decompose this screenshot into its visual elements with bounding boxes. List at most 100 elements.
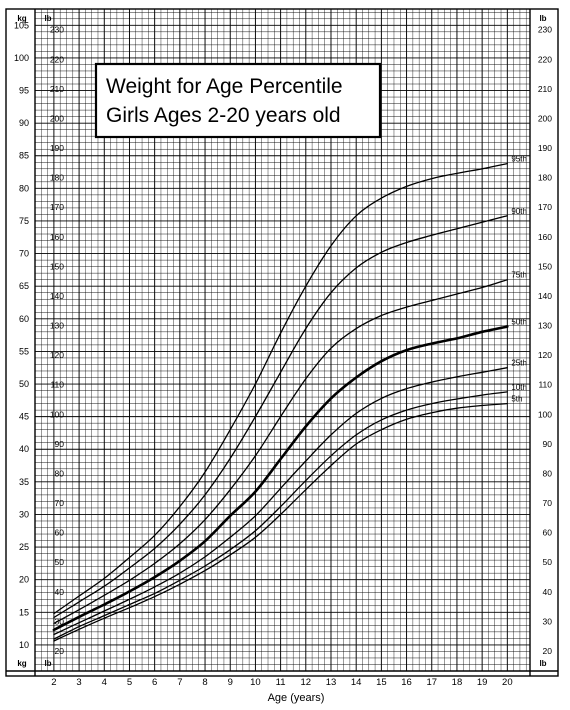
y-lb-tick-label-right: 140 [538, 291, 552, 301]
percentile-curve-90th [53, 215, 508, 619]
y-lb-tick-label-right: 90 [543, 439, 553, 449]
y-unit-lb-top-right: lb [539, 14, 546, 23]
y-kg-tick-label: 95 [19, 86, 29, 96]
percentile-label-50th: 50th [511, 318, 527, 327]
y-unit-lb-bottom-left: lb [44, 659, 51, 668]
y-kg-tick-label: 25 [19, 542, 29, 552]
y-lb-tick-label-right: 120 [538, 350, 552, 360]
y-lb-tick-label-left: 200 [50, 113, 64, 123]
y-lb-tick-label-left: 140 [50, 291, 64, 301]
y-kg-tick-label: 55 [19, 346, 29, 356]
y-lb-tick-label-left: 100 [50, 409, 64, 419]
x-tick-label: 17 [426, 677, 437, 688]
y-lb-tick-label-right: 20 [543, 646, 553, 656]
y-lb-tick-label-right: 110 [538, 380, 552, 390]
y-kg-tick-label: 70 [19, 249, 29, 259]
y-lb-tick-label-right: 220 [538, 54, 552, 64]
y-lb-tick-label-left: 90 [55, 439, 65, 449]
y-kg-tick-label: 35 [19, 477, 29, 487]
y-lb-tick-label-right: 100 [538, 409, 552, 419]
y-lb-tick-label-right: 70 [543, 498, 553, 508]
y-lb-tick-label-right: 60 [543, 528, 553, 538]
y-lb-tick-label-right: 170 [538, 202, 552, 212]
percentile-curve-50th [52, 325, 509, 632]
percentile-curve-95th [53, 162, 508, 615]
y-lb-tick-label-left: 110 [50, 380, 64, 390]
x-tick-label: 12 [301, 677, 312, 688]
y-lb-tick-label-right: 150 [538, 261, 552, 271]
x-tick-label: 8 [202, 677, 207, 688]
percentile-label-10th: 10th [511, 383, 527, 392]
chart-subtitle: Girls Ages 2-20 years old [106, 104, 341, 127]
y-kg-tick-label: 85 [19, 151, 29, 161]
x-tick-label: 15 [376, 677, 387, 688]
percentile-curve-75th [53, 279, 508, 625]
y-lb-tick-label-left: 190 [50, 143, 64, 153]
y-lb-tick-label-left: 20 [55, 646, 65, 656]
y-lb-tick-label-left: 30 [55, 616, 65, 626]
y-lb-tick-label-right: 200 [538, 113, 552, 123]
y-unit-lb-top-left: lb [44, 14, 51, 23]
axis-labels: 1015202530354045505560657075808590951001… [14, 20, 552, 688]
title-box: Weight for Age Percentile Girls Ages 2-2… [94, 62, 382, 139]
y-lb-tick-label-right: 210 [538, 84, 552, 94]
x-axis-label: Age (years) [268, 692, 325, 704]
y-lb-tick-label-left: 40 [55, 587, 65, 597]
x-tick-label: 4 [102, 677, 107, 688]
percentile-curve-25th [53, 367, 508, 636]
x-tick-label: 13 [326, 677, 337, 688]
x-tick-label: 7 [177, 677, 182, 688]
y-lb-tick-label-left: 60 [55, 528, 65, 538]
x-tick-label: 10 [250, 677, 261, 688]
y-kg-tick-label: 40 [19, 444, 29, 454]
y-lb-tick-label-left: 160 [50, 232, 64, 242]
y-lb-tick-label-left: 80 [55, 468, 65, 478]
y-kg-tick-label: 105 [14, 20, 29, 30]
y-lb-tick-label-right: 50 [543, 557, 553, 567]
y-lb-tick-label-left: 120 [50, 350, 64, 360]
percentile-label-5th: 5th [511, 395, 522, 404]
y-kg-tick-label: 15 [19, 607, 29, 617]
title-frame [94, 62, 382, 139]
y-lb-tick-label-left: 220 [50, 54, 64, 64]
y-lb-tick-label-right: 80 [543, 468, 553, 478]
x-tick-label: 20 [502, 677, 513, 688]
percentile-label-90th: 90th [511, 207, 527, 216]
percentile-curves: 95th 90th 75th 50th 25th 10th 5th [52, 155, 527, 642]
x-tick-label: 19 [477, 677, 488, 688]
y-kg-tick-label: 10 [19, 640, 29, 650]
y-unit-kg-bottom: kg [17, 659, 26, 668]
y-unit-kg-top: kg [17, 14, 26, 23]
x-tick-label: 16 [401, 677, 412, 688]
y-kg-tick-label: 50 [19, 379, 29, 389]
y-lb-tick-label-right: 30 [543, 616, 553, 626]
y-kg-tick-label: 30 [19, 509, 29, 519]
y-lb-tick-label-right: 40 [543, 587, 553, 597]
y-kg-tick-label: 20 [19, 575, 29, 585]
x-tick-label: 3 [76, 677, 81, 688]
percentile-curve-5th [53, 402, 508, 642]
percentile-label-75th: 75th [511, 271, 527, 280]
y-kg-tick-label: 100 [14, 53, 29, 63]
y-lb-tick-label-left: 70 [55, 498, 65, 508]
x-tick-label: 9 [228, 677, 233, 688]
y-lb-tick-label-right: 190 [538, 143, 552, 153]
x-tick-label: 5 [127, 677, 132, 688]
percentile-label-95th: 95th [511, 155, 527, 164]
y-kg-tick-label: 45 [19, 412, 29, 422]
y-lb-tick-label-left: 210 [50, 84, 64, 94]
x-tick-label: 11 [276, 677, 286, 688]
x-tick-label: 18 [452, 677, 463, 688]
x-tick-label: 6 [152, 677, 157, 688]
y-lb-tick-label-right: 180 [538, 173, 552, 183]
y-kg-tick-label: 60 [19, 314, 29, 324]
y-unit-lb-bottom-right: lb [539, 659, 546, 668]
y-lb-tick-label-left: 170 [50, 202, 64, 212]
y-kg-tick-label: 80 [19, 183, 29, 193]
y-lb-tick-label-left: 180 [50, 173, 64, 183]
y-kg-tick-label: 75 [19, 216, 29, 226]
y-kg-tick-label: 65 [19, 281, 29, 291]
y-lb-tick-label-right: 160 [538, 232, 552, 242]
percentile-label-25th: 25th [511, 359, 527, 368]
